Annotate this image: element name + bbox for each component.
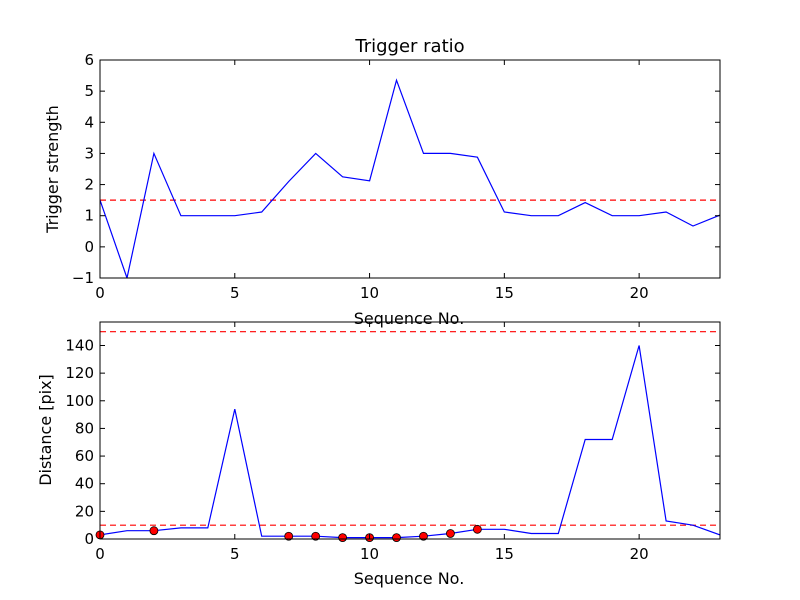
trigger-ratio-subplot: Trigger ratio Sequence No. Trigger stren…: [43, 36, 721, 328]
data-point: [392, 533, 401, 543]
y-axis-label: Distance [pix]: [36, 374, 55, 486]
x-tick-label: 15: [495, 284, 514, 302]
series-line: [100, 345, 720, 539]
y-axis-label: Trigger strength: [43, 105, 62, 234]
x-tick-label: 0: [95, 545, 105, 563]
y-tick-label: 0: [84, 238, 94, 256]
data-point: [419, 531, 428, 541]
y-tick-label: 20: [75, 502, 94, 520]
y-tick-label: 6: [84, 51, 94, 69]
chart-title: Trigger ratio: [354, 36, 464, 57]
x-tick-label: 5: [230, 545, 240, 563]
y-tick-label: 3: [84, 144, 94, 162]
x-tick-label: 5: [230, 284, 240, 302]
y-tick-label: 120: [65, 364, 94, 382]
x-tick-label: 20: [630, 284, 649, 302]
y-tick-label: 80: [75, 419, 94, 437]
y-tick-label: 100: [65, 392, 94, 410]
x-tick-label: 20: [630, 545, 649, 563]
data-point: [149, 526, 159, 536]
y-tick-label: 40: [75, 475, 94, 493]
data-point: [338, 533, 348, 543]
data-point: [446, 529, 455, 538]
x-axis-label: Sequence No.: [354, 569, 465, 588]
distance-subplot: Sequence No. Distance [pix] 0 5 10 15 20 0 20 4…: [36, 321, 721, 588]
series-line: [100, 78, 720, 278]
data-point: [472, 524, 482, 534]
data-point: [311, 531, 321, 541]
y-tick-label: 140: [65, 336, 94, 354]
plot-frame: [99, 59, 721, 279]
y-tick-label: 0: [84, 530, 94, 548]
plot-frame: [99, 321, 721, 540]
x-tick-label: 15: [495, 545, 514, 563]
x-tick-label: 10: [360, 284, 379, 302]
y-tick-label: 1: [84, 207, 94, 225]
y-tick-label: 2: [84, 176, 94, 194]
x-tick-label: 0: [95, 284, 105, 302]
data-point: [284, 531, 294, 541]
y-tick-label: −1: [72, 269, 94, 287]
x-tick-label: 10: [360, 545, 379, 563]
y-tick-label: 4: [84, 113, 94, 131]
y-tick-label: 60: [75, 447, 94, 465]
y-tick-label: 5: [84, 82, 94, 100]
x-axis-label: Sequence No.: [354, 309, 465, 328]
